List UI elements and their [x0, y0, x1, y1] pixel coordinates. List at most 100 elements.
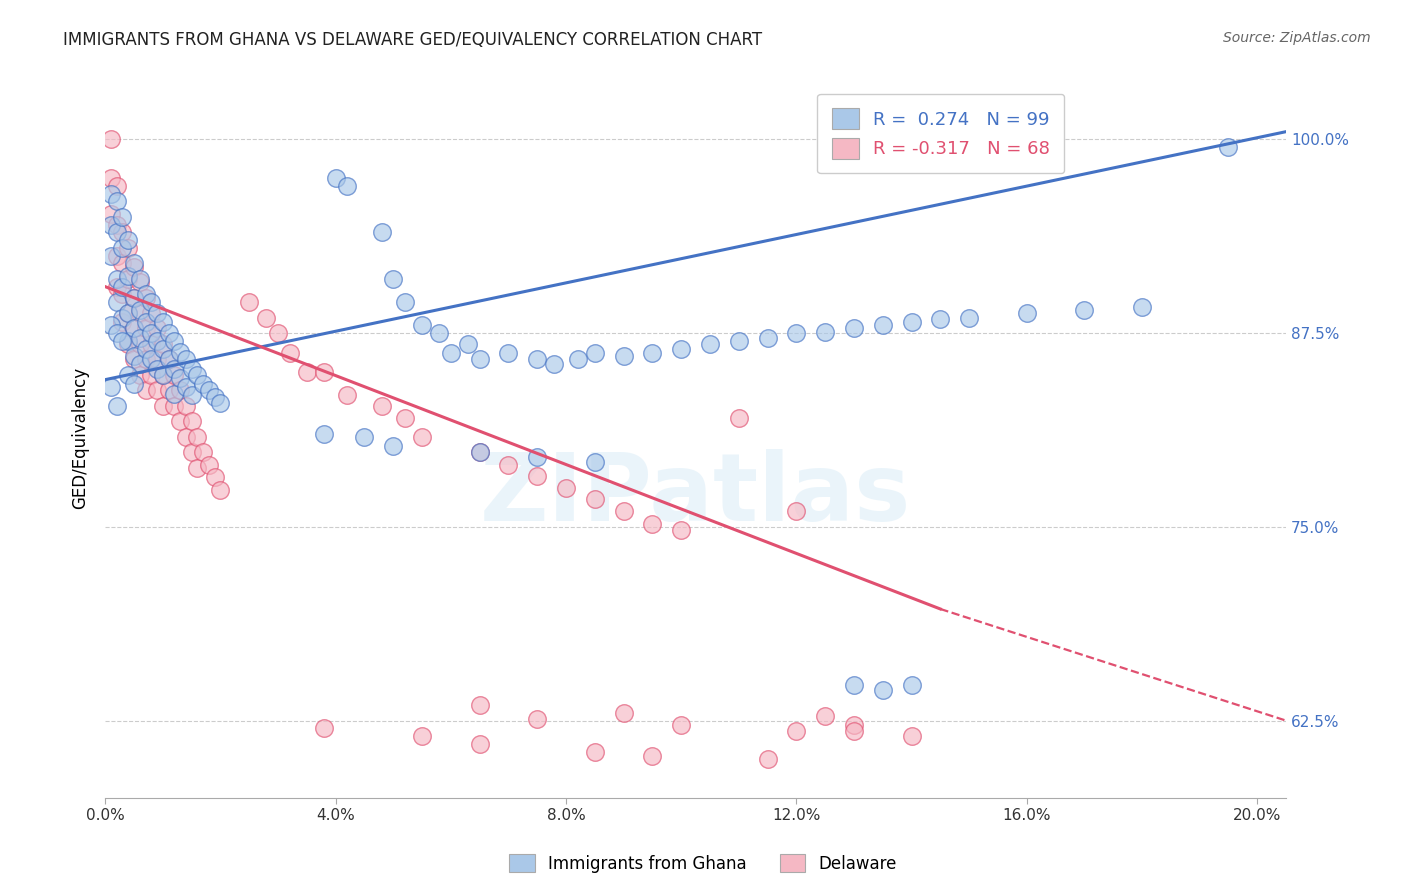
- Point: [186, 368, 208, 382]
- Point: [370, 226, 392, 240]
- Point: [204, 390, 226, 404]
- Point: [669, 342, 692, 356]
- Point: [135, 321, 157, 335]
- Point: [468, 737, 491, 751]
- Point: [353, 430, 375, 444]
- Point: [583, 745, 606, 759]
- Point: [105, 178, 128, 193]
- Point: [613, 504, 636, 518]
- Point: [163, 334, 186, 348]
- Point: [814, 325, 837, 339]
- Point: [198, 458, 221, 472]
- Point: [146, 321, 169, 335]
- Point: [583, 455, 606, 469]
- Point: [583, 491, 606, 506]
- Point: [117, 334, 139, 348]
- Point: [146, 352, 169, 367]
- Point: [152, 368, 174, 382]
- Legend: R =  0.274   N = 99, R = -0.317   N = 68: R = 0.274 N = 99, R = -0.317 N = 68: [817, 94, 1064, 173]
- Point: [186, 461, 208, 475]
- Point: [122, 321, 145, 335]
- Point: [105, 295, 128, 310]
- Point: [382, 439, 405, 453]
- Point: [336, 388, 359, 402]
- Point: [128, 272, 150, 286]
- Point: [105, 272, 128, 286]
- Point: [169, 384, 191, 398]
- Point: [169, 344, 191, 359]
- Point: [174, 380, 197, 394]
- Point: [842, 678, 865, 692]
- Point: [117, 368, 139, 382]
- Point: [842, 718, 865, 732]
- Point: [141, 337, 163, 351]
- Point: [191, 445, 214, 459]
- Point: [152, 315, 174, 329]
- Point: [105, 218, 128, 232]
- Point: [122, 291, 145, 305]
- Point: [146, 361, 169, 376]
- Point: [105, 279, 128, 293]
- Point: [1218, 140, 1240, 154]
- Point: [394, 295, 416, 310]
- Point: [128, 357, 150, 371]
- Point: [411, 729, 433, 743]
- Point: [117, 306, 139, 320]
- Point: [141, 306, 163, 320]
- Point: [209, 396, 232, 410]
- Point: [111, 310, 134, 325]
- Point: [141, 326, 163, 340]
- Text: Source: ZipAtlas.com: Source: ZipAtlas.com: [1223, 31, 1371, 45]
- Point: [336, 178, 359, 193]
- Point: [174, 430, 197, 444]
- Point: [157, 384, 180, 398]
- Point: [204, 470, 226, 484]
- Point: [440, 346, 463, 360]
- Point: [583, 346, 606, 360]
- Point: [427, 326, 450, 340]
- Point: [163, 368, 186, 382]
- Point: [128, 331, 150, 345]
- Point: [100, 380, 122, 394]
- Point: [111, 287, 134, 301]
- Point: [122, 350, 145, 364]
- Point: [526, 712, 548, 726]
- Point: [641, 749, 664, 764]
- Point: [135, 315, 157, 329]
- Point: [163, 399, 186, 413]
- Point: [157, 326, 180, 340]
- Y-axis label: GED/Equivalency: GED/Equivalency: [72, 367, 89, 508]
- Point: [152, 399, 174, 413]
- Point: [111, 315, 134, 329]
- Point: [543, 357, 565, 371]
- Point: [105, 194, 128, 209]
- Point: [457, 337, 479, 351]
- Point: [238, 295, 260, 310]
- Point: [669, 718, 692, 732]
- Point: [814, 709, 837, 723]
- Point: [128, 368, 150, 382]
- Point: [135, 287, 157, 301]
- Point: [117, 233, 139, 247]
- Point: [468, 698, 491, 712]
- Point: [641, 516, 664, 531]
- Point: [180, 415, 202, 429]
- Point: [727, 334, 749, 348]
- Point: [163, 386, 186, 401]
- Point: [111, 334, 134, 348]
- Point: [157, 352, 180, 367]
- Point: [468, 445, 491, 459]
- Point: [641, 346, 664, 360]
- Point: [122, 260, 145, 274]
- Point: [105, 226, 128, 240]
- Point: [100, 318, 122, 333]
- Point: [900, 315, 922, 329]
- Point: [872, 318, 894, 333]
- Point: [756, 752, 779, 766]
- Point: [105, 249, 128, 263]
- Point: [100, 218, 122, 232]
- Point: [100, 171, 122, 186]
- Point: [180, 388, 202, 402]
- Point: [157, 352, 180, 367]
- Point: [111, 210, 134, 224]
